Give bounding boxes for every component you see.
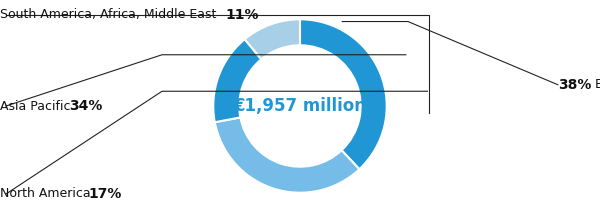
- Wedge shape: [213, 39, 262, 122]
- Text: South America, Africa, Middle East: South America, Africa, Middle East: [0, 8, 220, 21]
- Text: Europe: Europe: [591, 78, 600, 91]
- Text: 34%: 34%: [69, 99, 103, 113]
- Wedge shape: [245, 19, 300, 59]
- Wedge shape: [215, 117, 359, 193]
- Wedge shape: [300, 19, 387, 169]
- Text: 17%: 17%: [89, 187, 122, 201]
- Text: €1,957 million: €1,957 million: [233, 97, 367, 115]
- Text: 38%: 38%: [558, 78, 592, 92]
- Text: 11%: 11%: [225, 8, 259, 22]
- Text: North America: North America: [0, 187, 95, 201]
- Text: Asia Pacific: Asia Pacific: [0, 99, 74, 113]
